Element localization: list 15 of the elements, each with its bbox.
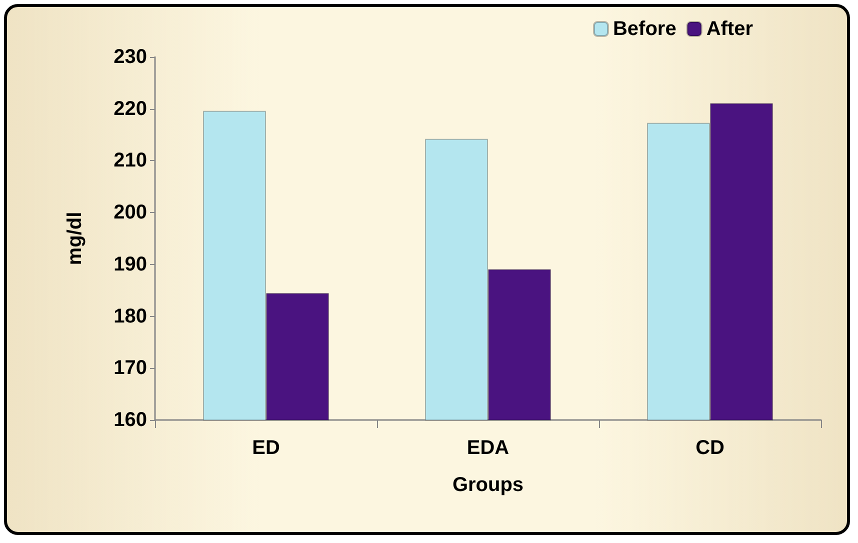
y-tick-label: 230	[114, 46, 147, 68]
y-tick-label: 160	[114, 409, 147, 431]
y-tick-label: 200	[114, 202, 147, 224]
x-tick-label: CD	[696, 437, 724, 459]
y-tick-label: 180	[114, 305, 147, 328]
y-tick-label: 170	[114, 357, 147, 380]
x-tick-label: ED	[252, 437, 280, 459]
y-tick-label: 220	[114, 98, 147, 120]
y-tick-label: 210	[114, 150, 147, 172]
x-tick-label: EDA	[466, 437, 510, 459]
x-axis-title: Groups	[452, 474, 524, 496]
y-tick-label: 190	[114, 253, 147, 276]
y-axis-title: mg/dl	[64, 212, 86, 266]
legend-label: After	[706, 18, 754, 40]
legend-label: Before	[612, 18, 676, 40]
